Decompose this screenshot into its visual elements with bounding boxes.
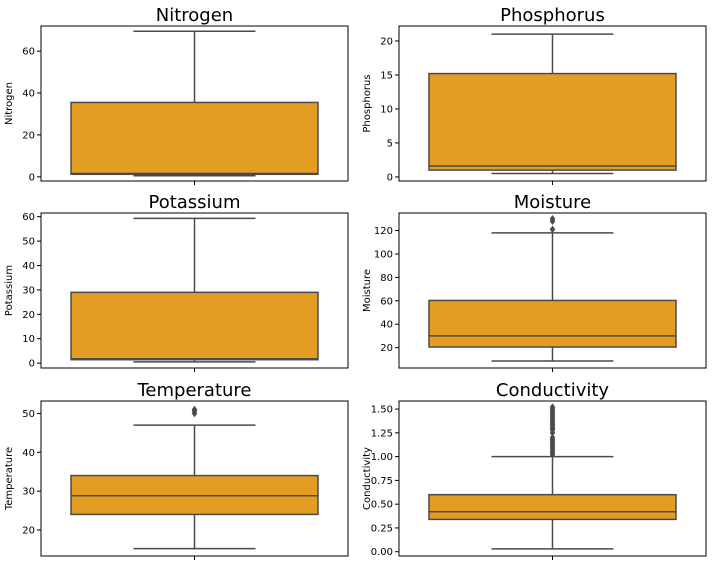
y-axis-label: Nitrogen — [4, 82, 15, 125]
y-tick-label: 40 — [22, 261, 35, 272]
subplot-title: Nitrogen — [156, 5, 233, 26]
y-axis-label: Potassium — [4, 265, 15, 316]
y-tick-label: 20 — [22, 130, 35, 141]
box-iqr — [70, 474, 319, 516]
subplot-potassium: 0 10 20 30 40 50 60 Potassium Potassium — [4, 192, 349, 372]
y-tick-label: 60 — [380, 296, 393, 307]
y-tick-label: 10 — [22, 334, 35, 345]
box-iqr — [70, 291, 319, 361]
outlier-point — [549, 433, 556, 442]
subplot-title: Moisture — [514, 192, 591, 213]
y-axis-label: Moisture — [362, 269, 373, 312]
y-tick-label: 1.00 — [371, 452, 393, 463]
subplot-moisture: 20 40 60 80 100 120 Moisture Moisture — [362, 192, 707, 372]
subplot-title: Temperature — [136, 380, 251, 401]
subplot-title: Potassium — [148, 192, 240, 213]
y-tick-label: 20 — [380, 343, 393, 354]
y-tick-label: 15 — [380, 70, 393, 81]
y-axis-label: Temperature — [4, 447, 15, 511]
y-tick-label: 40 — [22, 448, 35, 459]
y-tick-label: 40 — [22, 89, 35, 100]
y-tick-label: 40 — [380, 320, 393, 331]
y-tick-label: 0 — [387, 172, 393, 183]
y-tick-label: 60 — [22, 47, 35, 58]
y-tick-label: 20 — [380, 36, 393, 47]
subplot-temperature: 20 30 40 50 Temperature Temperature — [4, 380, 349, 560]
outlier-point — [191, 405, 198, 414]
y-axis-label: Phosphorus — [362, 74, 373, 132]
y-tick-label: 0.75 — [371, 476, 393, 487]
y-tick-label: 5 — [387, 138, 393, 149]
y-tick-label: 20 — [22, 525, 35, 536]
y-tick-label: 50 — [22, 237, 35, 248]
y-tick-label: 0.00 — [371, 547, 393, 558]
subplot-title: Phosphorus — [500, 5, 605, 26]
y-tick-label: 1.50 — [371, 405, 393, 416]
box-iqr — [70, 101, 319, 176]
box-iqr — [428, 493, 677, 521]
y-tick-label: 30 — [22, 285, 35, 296]
outlier-point — [549, 403, 556, 412]
y-tick-label: 60 — [22, 212, 35, 223]
y-axis-label: Conductivity — [362, 447, 373, 510]
y-tick-label: 80 — [380, 273, 393, 284]
outlier-point — [549, 225, 556, 234]
subplot-nitrogen: 0 20 40 60 Nitrogen Nitrogen — [4, 5, 349, 185]
y-tick-label: 0.50 — [371, 500, 393, 511]
y-tick-label: 10 — [380, 104, 393, 115]
y-tick-label: 120 — [374, 226, 393, 237]
box-iqr — [428, 299, 677, 348]
y-tick-label: 20 — [22, 310, 35, 321]
y-tick-label: 30 — [22, 487, 35, 498]
y-tick-label: 0.25 — [371, 523, 393, 534]
y-tick-label: 1.25 — [371, 428, 393, 439]
subplot-phosphorus: 0 5 10 15 20 Phosphorus Phosphorus — [362, 5, 707, 185]
outlier-point — [549, 214, 556, 223]
y-tick-label: 0 — [29, 359, 35, 370]
y-tick-label: 0 — [29, 172, 35, 183]
box-iqr — [428, 72, 677, 171]
y-tick-label: 50 — [22, 409, 35, 420]
y-tick-label: 100 — [374, 249, 393, 260]
subplot-title: Conductivity — [496, 380, 609, 401]
subplot-conductivity: 0.00 0.25 0.50 0.75 1.00 1.25 1.50 Conductivity… — [362, 380, 707, 560]
